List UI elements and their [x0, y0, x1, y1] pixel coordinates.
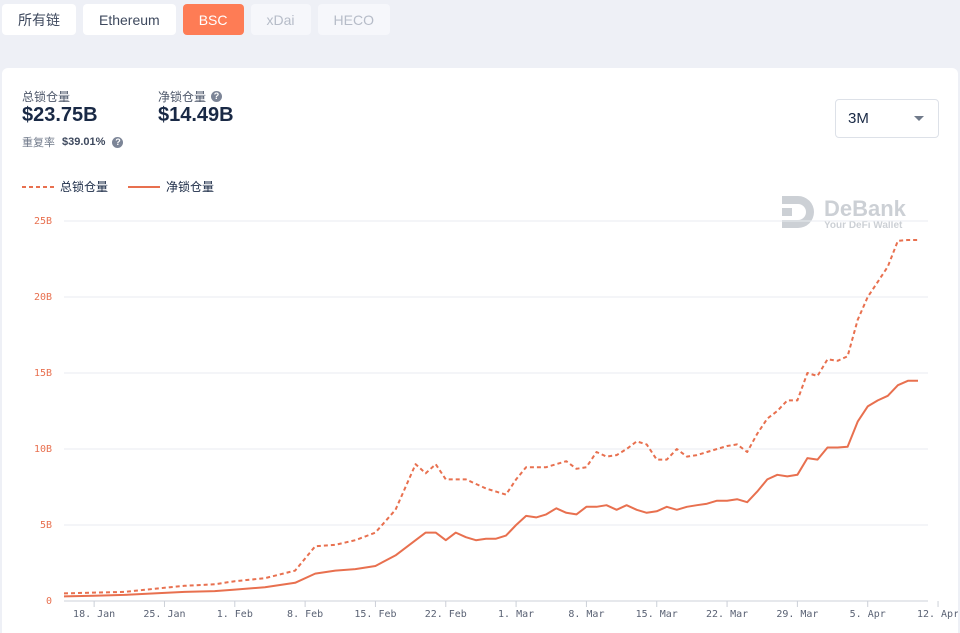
- watermark-subtitle: Your DeFi Wallet: [824, 219, 903, 231]
- legend-label: 净锁仓量: [166, 180, 215, 194]
- x-tick-label: 22. Mar: [706, 609, 748, 620]
- total-tvl-label-text: 总锁仓量: [22, 90, 71, 104]
- y-tick-label: 5B: [40, 520, 52, 531]
- y-tick-label: 25B: [34, 216, 52, 227]
- debank-logo-icon: [782, 196, 814, 228]
- x-tick-label: 12. Apr: [917, 609, 958, 620]
- x-tick-label: 1. Feb: [217, 609, 253, 620]
- chart-legend: 总锁仓量 净锁仓量: [22, 178, 214, 195]
- help-icon[interactable]: ?: [211, 91, 223, 102]
- y-tick-label: 0: [46, 596, 52, 607]
- tab-ethereum[interactable]: Ethereum: [83, 4, 176, 35]
- x-tick-label: 25. Jan: [143, 609, 185, 620]
- solid-line-icon: [128, 185, 161, 188]
- legend-label: 总锁仓量: [60, 180, 109, 194]
- reuse-rate-row: 重复率 $39.01% ?: [22, 134, 124, 150]
- watermark-title: DeBank: [824, 195, 906, 221]
- reuse-rate-value: $39.01%: [62, 136, 106, 148]
- debank-watermark: DeBank Your DeFi Wallet: [782, 196, 906, 232]
- series-line-net: [63, 379, 918, 598]
- range-select-value: 3M: [848, 110, 869, 127]
- dashed-line-icon: [22, 185, 54, 188]
- chevron-down-icon: [914, 116, 924, 121]
- x-tick-label: 15. Feb: [354, 609, 396, 620]
- legend-item-total[interactable]: 总锁仓量: [22, 178, 108, 195]
- tab-all-chains[interactable]: 所有链: [2, 4, 76, 35]
- net-tvl-label-text: 净锁仓量: [158, 90, 207, 104]
- y-tick-label: 10B: [34, 444, 52, 455]
- x-tick-label: 15. Mar: [636, 609, 678, 620]
- net-tvl-label: 净锁仓量 ?: [158, 88, 223, 105]
- chain-tabs: 所有链 Ethereum BSC xDai HECO: [0, 4, 390, 36]
- x-tick-label: 5. Apr: [850, 609, 886, 620]
- tab-bsc[interactable]: BSC: [182, 4, 244, 35]
- help-icon[interactable]: ?: [112, 136, 124, 148]
- total-tvl-value: $23.75B: [22, 104, 98, 126]
- x-tick-label: 18. Jan: [73, 609, 115, 620]
- x-tick-label: 8. Mar: [568, 609, 604, 620]
- tab-xdai[interactable]: xDai: [250, 4, 311, 35]
- x-tick-label: 22. Feb: [425, 609, 467, 620]
- tvl-card: 总锁仓量 $23.75B 净锁仓量 ? $14.49B 重复率 $39.01% …: [2, 68, 958, 633]
- tvl-line-chart: 0 5B 10B 15B 20B 25B 18. Jan 25. Jan 1. Feb 8. Fe…: [34, 216, 958, 620]
- x-tick-label: 29. Mar: [776, 609, 818, 620]
- y-tick-label: 15B: [34, 368, 52, 379]
- reuse-rate-label: 重复率: [22, 137, 55, 149]
- range-select[interactable]: 3M: [835, 99, 939, 138]
- total-tvl-label: 总锁仓量: [22, 88, 70, 105]
- y-tick-label: 20B: [34, 292, 52, 303]
- x-tick-label: 8. Feb: [287, 609, 323, 620]
- tab-heco[interactable]: HECO: [317, 4, 390, 35]
- legend-item-net[interactable]: 净锁仓量: [128, 178, 214, 195]
- series-line-total: [63, 239, 918, 595]
- net-tvl-value: $14.49B: [158, 104, 234, 126]
- x-tick-label: 1. Mar: [498, 609, 534, 620]
